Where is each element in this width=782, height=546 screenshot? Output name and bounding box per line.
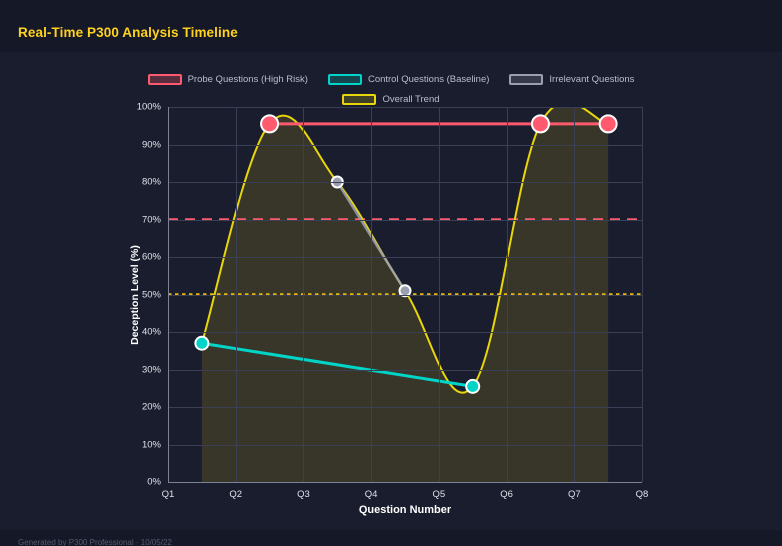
x-tick-label: Q6	[500, 489, 513, 500]
gridline-vertical	[574, 107, 576, 482]
gridline-horizontal	[168, 182, 642, 183]
y-axis-title-text: Deception Level (%)	[129, 244, 141, 345]
data-point-irrelevant-questions[interactable]: Irrelevant Questions: 51%	[398, 284, 412, 298]
x-tick-label: Q7	[567, 489, 581, 500]
data-point-marker[interactable]	[530, 114, 550, 134]
legend-swatch-probe	[147, 73, 182, 85]
data-point-marker[interactable]	[260, 114, 280, 134]
legend-item-irrelevant[interactable]: Irrelevant Questions	[509, 70, 634, 88]
y-tick-label: 30%	[141, 364, 161, 375]
y-axis-title: Deception Level (%)	[128, 107, 142, 482]
data-point-marker[interactable]	[598, 114, 618, 134]
legend-item-trend[interactable]: Overall Trend	[3, 90, 779, 108]
gridline-horizontal	[168, 107, 642, 108]
x-tick-label: Q8	[635, 489, 649, 500]
footer-note: Generated by P300 Professional · 10/05/2…	[18, 538, 172, 546]
series-line-control-questions-baseline	[200, 341, 475, 388]
gridline-horizontal	[168, 219, 642, 221]
legend-label-irrelevant: Irrelevant Questions	[549, 73, 635, 85]
chart-legend: Probe Questions (High Risk) Control Ques…	[0, 70, 782, 108]
gridline-vertical	[168, 107, 169, 482]
legend-item-control[interactable]: Control Questions (Baseline)	[327, 70, 490, 88]
gridline-horizontal	[168, 144, 642, 146]
x-tick-label: Q2	[229, 489, 243, 500]
y-tick-label: 50%	[141, 289, 161, 300]
chart-panel: Probe Questions (High Risk) Control Ques…	[0, 52, 782, 530]
x-tick-label: Q4	[364, 489, 378, 500]
gridline-horizontal	[168, 407, 642, 408]
data-point-marker[interactable]	[398, 284, 412, 298]
data-point-probe-questions-high-risk[interactable]: Probe Questions (High Risk): 95.5%	[530, 114, 550, 134]
gridline-vertical	[438, 107, 440, 482]
legend-swatch-irrelevant	[509, 73, 544, 85]
gridline-vertical	[235, 107, 237, 482]
y-tick-label: 0%	[147, 476, 161, 488]
legend-label-trend: Overall Trend	[382, 93, 440, 105]
y-tick-label: 10%	[141, 439, 161, 450]
legend-swatch-control	[327, 73, 362, 85]
gridline-vertical	[371, 107, 373, 482]
legend-label-control: Control Questions (Baseline)	[367, 73, 490, 85]
y-tick-label: 80%	[141, 176, 161, 188]
y-tick-label: 40%	[141, 326, 161, 338]
legend-swatch-trend	[342, 93, 377, 105]
x-tick-label: Q1	[161, 489, 175, 500]
page-title: Real-Time P300 Analysis Timeline	[18, 25, 238, 40]
gridline-horizontal	[168, 444, 642, 446]
legend-label-probe: Probe Questions (High Risk)	[187, 73, 308, 85]
y-tick-label: 70%	[141, 214, 161, 225]
x-tick-label: Q5	[432, 489, 446, 500]
gridline-vertical	[506, 107, 508, 482]
gridline-horizontal	[168, 294, 642, 296]
y-tick-label: 20%	[141, 401, 161, 413]
y-tick-label: 90%	[141, 139, 161, 150]
data-point-marker[interactable]	[194, 335, 210, 351]
y-tick-label: 60%	[141, 251, 161, 263]
gridline-horizontal	[168, 369, 642, 371]
gridline-horizontal	[168, 257, 642, 258]
gridline-horizontal	[168, 332, 642, 333]
x-tick-label: Q3	[297, 489, 310, 500]
x-axis-title: Question Number	[358, 504, 452, 516]
data-point-marker[interactable]	[465, 378, 481, 394]
data-point-control-questions-baseline[interactable]: Control Questions (Baseline): 37%	[194, 335, 210, 351]
data-point-probe-questions-high-risk[interactable]: Probe Questions (High Risk): 95.5%	[260, 114, 280, 134]
gridline-vertical	[303, 107, 305, 482]
gridline-vertical	[642, 107, 643, 482]
data-point-control-questions-baseline[interactable]: Control Questions (Baseline): 25.5%	[465, 378, 481, 394]
y-tick-label: 100%	[136, 101, 161, 113]
data-point-probe-questions-high-risk[interactable]: Probe Questions (High Risk): 95.5%	[598, 114, 618, 134]
gridline-horizontal	[168, 482, 642, 483]
legend-item-probe[interactable]: Probe Questions (High Risk)	[147, 70, 308, 88]
plot-area: 0% 10% 20% 30% 40% 50% 60% 70% 80% 90% 100% Q1 Q2 Q3 Q…	[137, 102, 649, 501]
